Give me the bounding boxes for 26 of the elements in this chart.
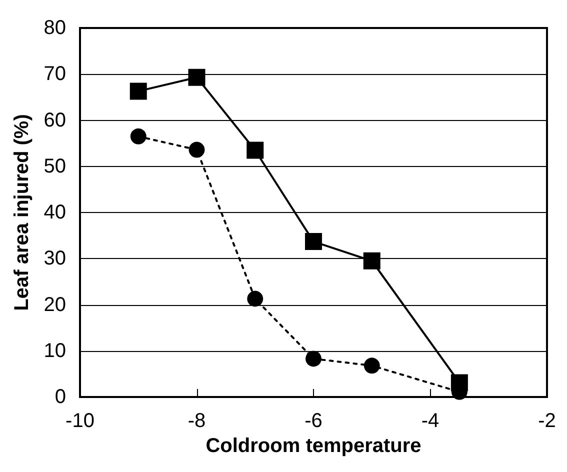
y-tick-label: 20 — [44, 294, 66, 316]
x-tick-label: -6 — [304, 410, 322, 432]
y-tick-label: 40 — [44, 202, 66, 224]
x-tick-label: -4 — [421, 410, 440, 432]
point — [246, 142, 264, 159]
point — [247, 290, 264, 307]
y-tick-label: 10 — [44, 340, 66, 362]
y-axis-title: Leaf area injured (%) — [11, 114, 33, 311]
point — [188, 68, 206, 86]
x-tick-label: -10 — [66, 410, 94, 432]
y-tick-label: 70 — [44, 63, 66, 86]
point — [363, 252, 380, 270]
y-tick-label: 50 — [44, 155, 66, 178]
point — [130, 128, 146, 144]
point — [306, 350, 322, 367]
y-tick-label: 80 — [44, 17, 66, 39]
x-tick-label: -8 — [188, 410, 206, 432]
x-axis-title: Coldroom temperature — [206, 434, 422, 457]
point — [188, 142, 205, 158]
y-tick-label: 30 — [44, 248, 66, 270]
point — [305, 233, 322, 250]
point — [130, 82, 147, 100]
x-tick-label: -2 — [538, 410, 556, 432]
point — [364, 358, 380, 374]
y-tick-label: 60 — [44, 109, 66, 132]
y-tick-label: 0 — [54, 386, 66, 408]
